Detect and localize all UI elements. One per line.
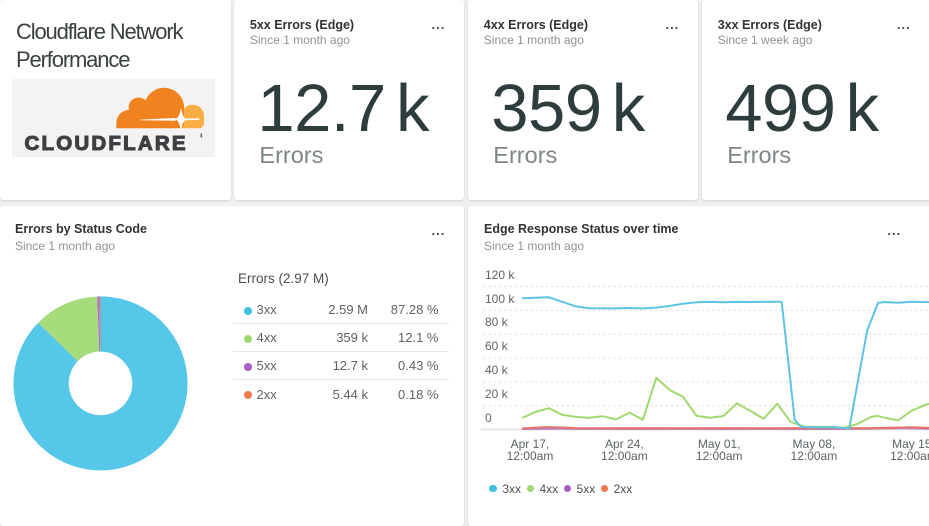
svg-text:CLOUDFLARE: CLOUDFLARE (25, 132, 188, 155)
